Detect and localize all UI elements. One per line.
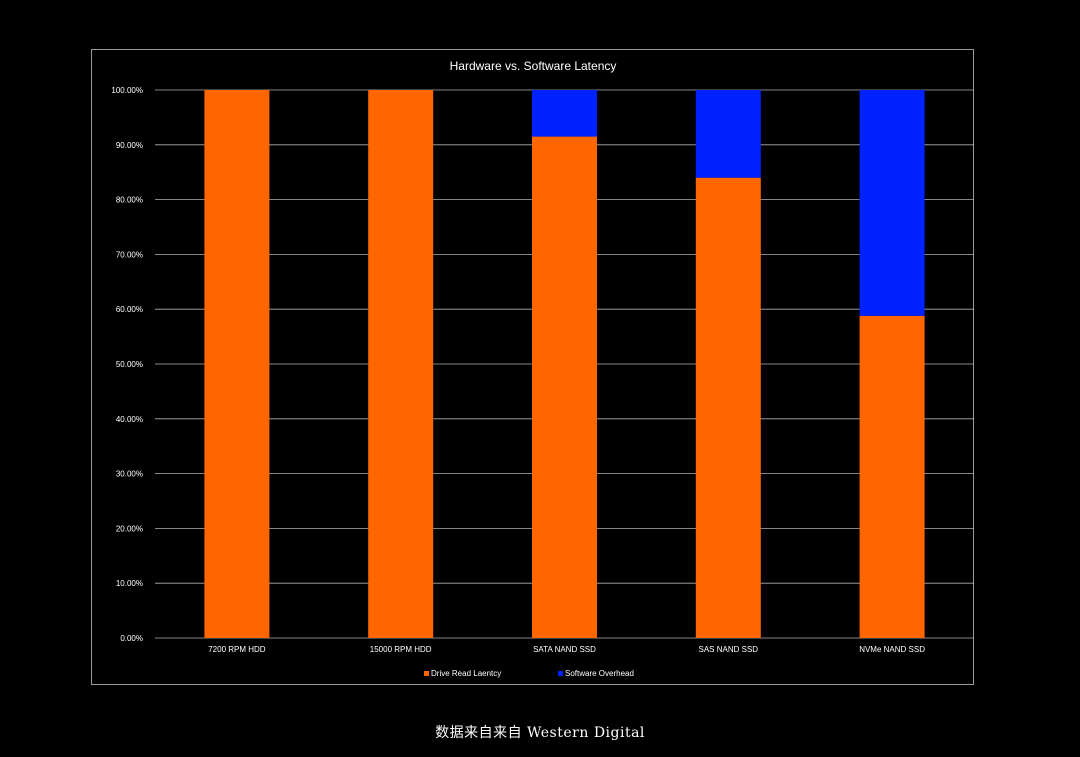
- source-caption: 数据来自来自 Western Digital: [435, 725, 645, 741]
- y-tick-label: 0.00%: [120, 634, 143, 643]
- legend-label: Software Overhead: [565, 669, 634, 678]
- y-axis-tick-labels: 0.00% 10.00% 20.00% 30.00% 40.00% 50.00% 60.00…: [111, 86, 143, 643]
- bar-software-overhead: [859, 90, 925, 316]
- bar-drive-read: [368, 90, 434, 638]
- bar-software-overhead: [695, 90, 761, 178]
- legend-swatch: [558, 671, 563, 676]
- x-tick-label: 15000 RPM HDD: [370, 645, 432, 654]
- y-tick-label: 100.00%: [111, 86, 143, 95]
- x-axis-tick-labels: 7200 RPM HDD 15000 RPM HDD SATA NAND SSD SA…: [208, 645, 925, 654]
- legend-label: Drive Read Laentcy: [431, 669, 501, 678]
- y-tick-label: 30.00%: [116, 470, 143, 479]
- bar-drive-read: [532, 136, 597, 638]
- y-tick-label: 70.00%: [116, 250, 143, 259]
- chart-svg: Hardware vs. Software Latency 0.00% 10.00…: [111, 59, 974, 678]
- x-tick-label: SATA NAND SSD: [533, 645, 596, 654]
- bar-drive-read: [695, 177, 761, 638]
- y-tick-label: 40.00%: [116, 415, 143, 424]
- y-tick-label: 10.00%: [116, 579, 143, 588]
- y-tick-label: 50.00%: [116, 360, 143, 369]
- x-tick-label: 7200 RPM HDD: [208, 645, 266, 654]
- bar-software-overhead: [532, 90, 597, 137]
- legend-swatch: [424, 671, 429, 676]
- y-tick-label: 90.00%: [116, 141, 143, 150]
- x-tick-label: SAS NAND SSD: [699, 645, 759, 654]
- bars: [204, 90, 925, 638]
- chart-frame: Hardware vs. Software Latency 0.00% 10.00…: [91, 49, 974, 685]
- bar-drive-read: [204, 90, 270, 638]
- bar-drive-read: [859, 315, 925, 638]
- chart-title: Hardware vs. Software Latency: [450, 59, 617, 73]
- legend: Drive Read Laentcy Software Overhead: [424, 669, 634, 678]
- y-tick-label: 60.00%: [116, 305, 143, 314]
- y-tick-label: 80.00%: [116, 196, 143, 205]
- y-tick-label: 20.00%: [116, 524, 143, 533]
- x-tick-label: NVMe NAND SSD: [859, 645, 925, 654]
